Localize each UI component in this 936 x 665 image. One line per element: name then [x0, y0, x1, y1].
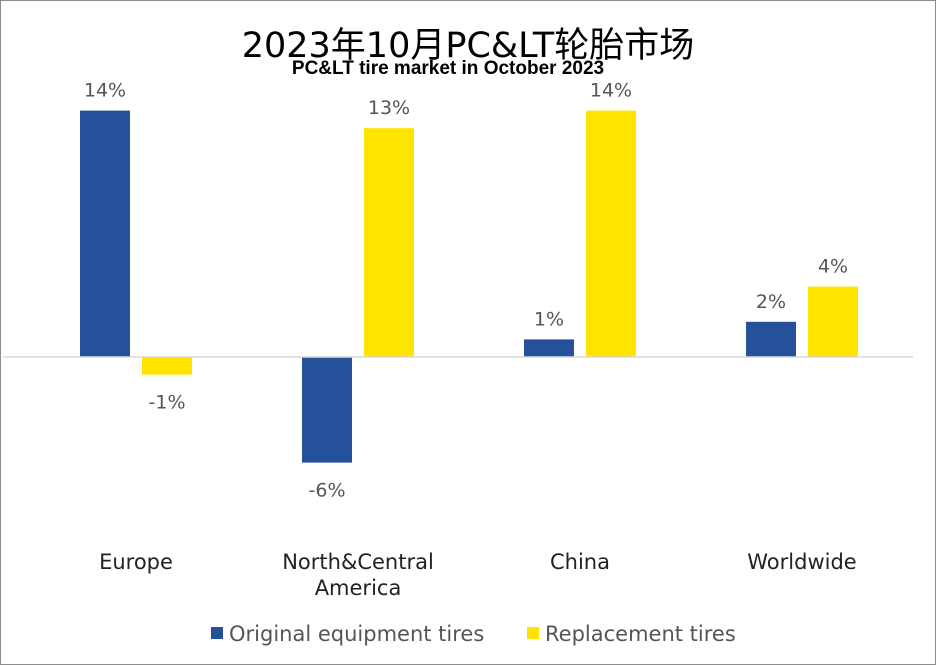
- data-label-series0-cat2: 1%: [534, 308, 564, 330]
- data-labels-group: 14% -1% -6% 13% 1% 14% 2% 4%: [84, 80, 848, 502]
- data-label-series0-cat1: -6%: [309, 480, 346, 502]
- data-label-series1-cat0: -1%: [149, 392, 186, 414]
- legend-label-1: Replacement tires: [545, 622, 736, 646]
- legend-swatch-0: [211, 627, 223, 639]
- category-label-1-line0: North&Central: [282, 550, 434, 574]
- bar-series1-cat0: [142, 357, 192, 375]
- category-label-0-line0: Europe: [99, 550, 173, 574]
- bar-series0-cat0: [80, 110, 130, 357]
- category-label-3-line0: Worldwide: [747, 550, 856, 574]
- bar-series1-cat1: [364, 128, 414, 357]
- category-label-2-line0: China: [550, 550, 610, 574]
- legend-label-0: Original equipment tires: [229, 622, 484, 646]
- chart-subtitle: PC&LT tire market in October 2023: [292, 58, 604, 79]
- legend: Original equipment tires Replacement tire…: [211, 622, 736, 646]
- bar-series1-cat2: [586, 110, 636, 357]
- bar-series0-cat3: [746, 321, 796, 357]
- chart-title: 2023年10月PC&LT轮胎市场: [242, 26, 695, 66]
- category-label-1-line1: America: [315, 576, 402, 600]
- data-label-series1-cat2: 14%: [590, 80, 632, 102]
- data-label-series0-cat3: 2%: [756, 291, 786, 313]
- data-label-series0-cat0: 14%: [84, 80, 126, 102]
- data-label-series1-cat3: 4%: [818, 256, 848, 278]
- bar-series0-cat2: [524, 339, 574, 357]
- bar-series0-cat1: [302, 357, 352, 463]
- data-label-series1-cat1: 13%: [368, 97, 410, 119]
- bars-group: [80, 110, 858, 463]
- bar-series1-cat3: [808, 286, 858, 357]
- legend-swatch-1: [527, 627, 539, 639]
